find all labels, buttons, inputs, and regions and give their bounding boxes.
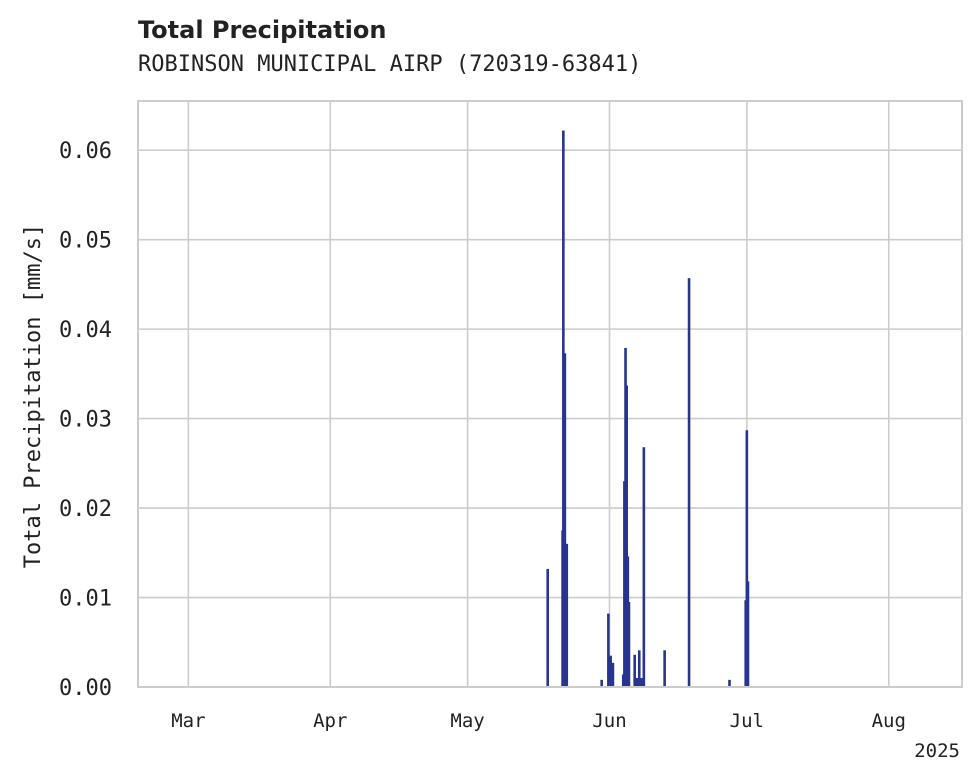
- x-tick-label: Apr: [313, 710, 347, 732]
- precipitation-bar: [600, 679, 603, 687]
- precipitation-bar: [745, 430, 749, 687]
- precipitation-bar: [562, 130, 565, 687]
- y-tick-label: 0.04: [59, 318, 112, 343]
- precipitation-bar: [746, 581, 750, 687]
- tick-labels: Mar Apr May Jun Jul Aug 2025 0.00 0.01 0.02 0.03 0.…: [59, 139, 960, 762]
- precipitation-bar: [546, 568, 550, 687]
- precipitation-bar: [627, 602, 631, 687]
- precipitation-bar: [633, 654, 636, 687]
- y-tick-label: 0.05: [59, 229, 112, 254]
- precipitation-bar: [642, 447, 646, 687]
- x-tick-label: Mar: [171, 710, 205, 732]
- precipitation-bar: [687, 278, 691, 687]
- precipitation-bar: [609, 655, 612, 687]
- precipitation-bar: [607, 613, 610, 687]
- precipitation-bar: [663, 650, 666, 687]
- precipitation-bar: [563, 353, 567, 687]
- y-tick-label: 0.06: [59, 139, 112, 164]
- chart-title: Total Precipitation: [138, 16, 387, 44]
- x-tick-label: Jun: [592, 710, 626, 732]
- x-year-label: 2025: [914, 740, 960, 762]
- precipitation-bar: [625, 385, 628, 687]
- y-tick-label: 0.02: [59, 497, 112, 522]
- precipitation-bar: [637, 650, 641, 687]
- precipitation-bar: [565, 543, 569, 687]
- precipitation-bar: [635, 678, 639, 687]
- x-tick-label: May: [450, 710, 484, 732]
- x-tick-label: Jul: [730, 710, 764, 732]
- precipitation-bar: [611, 662, 615, 687]
- precipitation-bars: [546, 130, 750, 687]
- y-axis-label: Total Precipitation [mm/s]: [21, 224, 46, 568]
- grid-lines: [138, 101, 962, 688]
- plot-frame: [137, 100, 963, 688]
- chart-subtitle: ROBINSON MUNICIPAL AIRP (720319-63841): [138, 52, 642, 77]
- precipitation-bar: [640, 678, 643, 687]
- precipitation-bar: [728, 679, 731, 687]
- x-tick-label: Aug: [872, 710, 906, 732]
- y-tick-label: 0.00: [59, 676, 112, 701]
- y-tick-label: 0.03: [59, 408, 112, 433]
- y-tick-label: 0.01: [59, 587, 112, 612]
